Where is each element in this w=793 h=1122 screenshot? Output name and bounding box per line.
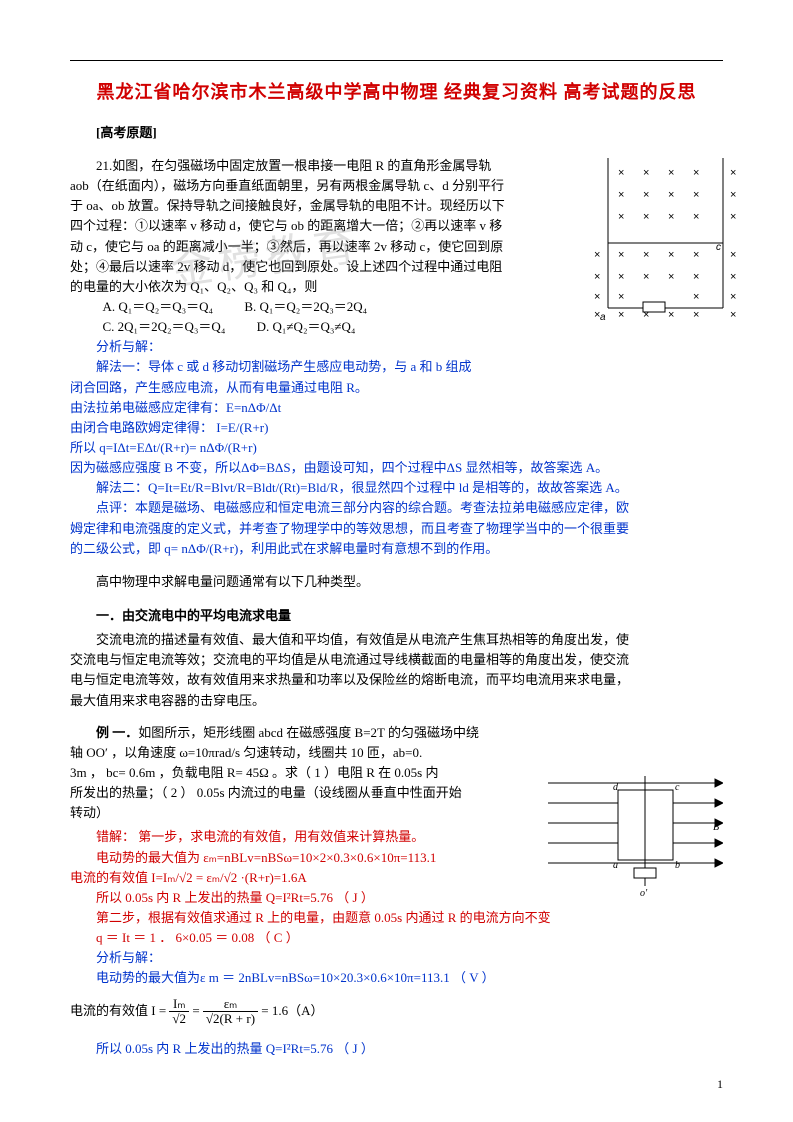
svg-text:×: × — [693, 309, 699, 321]
svg-text:×: × — [643, 189, 649, 201]
method2: 解法二：Q=It=Et/R=Blvt/R=Bldt/(Rt)=Bld/R，很显然… — [70, 478, 723, 498]
ex1-l1: 如图所示，矩形线圈 abcd 在磁感强度 B=2T 的匀强磁场中绕 — [138, 725, 479, 740]
svg-text:×: × — [618, 249, 624, 261]
method1-l2: 闭合回路，产生感应电流，从而有电量通过电阻 R。 — [70, 378, 723, 398]
svg-text:c: c — [716, 242, 721, 253]
svg-text:×: × — [668, 189, 674, 201]
p21-line3: 于 oa、ob 放置。保持导轨之间接触良好，金属导轨的电阻不计。现经历以下 — [70, 198, 505, 213]
svg-text:×: × — [643, 211, 649, 223]
svg-text:d: d — [716, 158, 722, 159]
svg-text:a: a — [600, 312, 606, 323]
svg-text:a: a — [613, 860, 618, 871]
svg-text:×: × — [643, 271, 649, 283]
svg-text:×: × — [643, 167, 649, 179]
p21-line6: 处；④最后以速率 2v 移动 d，使它也回到原处。设上述四个过程中通过电阻 — [70, 259, 502, 274]
p21-line7: 的电量的大小依次为 Q₁、Q₂、Q₃ 和 Q₄，则 — [70, 279, 317, 294]
svg-text:×: × — [730, 249, 736, 261]
eq-lhs: 电流的有效值 I = — [70, 1002, 169, 1017]
svg-text:×: × — [730, 167, 736, 179]
section-1-heading: 一．由交流电中的平均电流求电量 — [70, 606, 723, 626]
svg-text:×: × — [618, 189, 624, 201]
svg-text:×: × — [730, 189, 736, 201]
p21-line4: 四个过程：①以速率 v 移动 d，使它与 ob 的距离增大一倍；②再以速率 v … — [70, 218, 502, 233]
p21-line2: aob（在纸面内），磁场方向垂直纸面朝里，另有两根金属导轨 c、d 分别平行 — [70, 178, 504, 193]
corr-result: 所以 0.05s 内 R 上发出的热量 Q=I²Rt=5.76 （ J ） — [70, 1039, 723, 1059]
page-number: 1 — [717, 1075, 723, 1094]
eq-frac1-den: √2 — [169, 1012, 189, 1026]
svg-text:×: × — [668, 309, 674, 321]
method1-l1: 解法一：导体 c 或 d 移动切割磁场产生感应电动势，与 a 和 b 组成 — [70, 357, 723, 377]
svg-text:×: × — [693, 291, 699, 303]
analysis-label: 分析与解： — [70, 337, 723, 357]
eq-frac1-num: Iₘ — [169, 997, 189, 1012]
svg-text:×: × — [668, 167, 674, 179]
eq-frac2-den: √2(R + r) — [203, 1012, 258, 1026]
svg-text:×: × — [693, 189, 699, 201]
eq-mid: = — [192, 1002, 203, 1017]
wrong-l6: q ＝ It ＝ 1 ． 6×0.05 ＝ 0.08 （ C ） — [70, 928, 723, 948]
svg-text:×: × — [594, 309, 600, 321]
option-a: A. Q₁＝Q₂＝Q₃＝Q₄ — [103, 297, 214, 317]
svg-text:×: × — [618, 211, 624, 223]
doc-title: 黑龙江省哈尔滨市木兰高级中学高中物理 经典复习资料 高考试题的反思 — [70, 79, 723, 107]
svg-text:b: b — [675, 860, 680, 871]
top-rule — [70, 60, 723, 61]
svg-text:×: × — [618, 309, 624, 321]
comment-l2: 姆定律和电流强度的定义式，并考查了物理学中的等效思想，而且考查了物理学当中的一个… — [70, 519, 723, 539]
svg-text:×: × — [643, 309, 649, 321]
option-b: B. Q₁＝Q₂＝2Q₃＝2Q₄ — [244, 297, 367, 317]
analysis-block: 分析与解： 解法一：导体 c 或 d 移动切割磁场产生感应电动势，与 a 和 b… — [70, 337, 723, 559]
svg-text:×: × — [730, 291, 736, 303]
comment-l3: 的二级公式，即 q= nΔΦ/(R+r)，利用此式在求解电量时有意想不到的作用。 — [70, 539, 723, 559]
svg-text:×: × — [668, 271, 674, 283]
svg-text:×: × — [594, 271, 600, 283]
svg-text:×: × — [693, 271, 699, 283]
wrong-l5: 第二步，根据有效值求通过 R 上的电量，由题意 0.05s 内通过 R 的电流方… — [70, 908, 723, 928]
option-d: D. Q₁≠Q₂＝Q₃≠Q₄ — [257, 317, 356, 337]
comment-l1: 点评：本题是磁场、电磁感应和恒定电流三部分内容的综合题。考查法拉弟电磁感应定律，… — [70, 498, 723, 518]
exam-source-label: [高考原题] — [70, 123, 723, 143]
svg-text:×: × — [618, 271, 624, 283]
section-1-body: 交流电流的描述量有效值、最大值和平均值，有效值是从电流产生焦耳热相等的角度出发，… — [70, 630, 723, 711]
correct-solution: 分析与解： 电动势的最大值为ε m ＝ 2nBLv=nBSω=10×20.3×0… — [70, 948, 723, 988]
svg-text:o′: o′ — [640, 888, 648, 899]
current-rms-equation: 电流的有效值 I = Iₘ√2 = εₘ√2(R + r) = 1.6（A） — [70, 997, 723, 1027]
svg-text:×: × — [618, 291, 624, 303]
svg-text:×: × — [668, 211, 674, 223]
svg-text:×: × — [594, 249, 600, 261]
svg-text:×: × — [643, 249, 649, 261]
svg-text:b: b — [600, 158, 606, 159]
ex1-label: 例 一． — [96, 725, 138, 740]
analysis-concl1: 因为磁感应强度 B 不变，所以ΔΦ=BΔS，由题设可知，四个过程中ΔS 显然相等… — [70, 458, 723, 478]
p21-line1: 21.如图，在匀强磁场中固定放置一根串接一电阻 R 的直角形金属导轨 — [96, 158, 491, 173]
analysis-eq1: 由法拉弟电磁感应定律有：E=nΔΦ/Δt — [70, 398, 723, 418]
option-c: C. 2Q₁＝2Q₂＝Q₃＝Q₄ — [103, 317, 226, 337]
sec1-l3: 电与恒定电流等效，故有效值用来求热量和功率以及保险丝的熔断电流，而平均电流用来求… — [70, 670, 723, 690]
sec1-l2: 交流电与恒定电流等效；交流电的平均值是从电流通过导线横截面的电量相等的角度出发，… — [70, 650, 723, 670]
analysis-eq3: 所以 q=IΔt=EΔt/(R+r)= nΔΦ/(R+r) — [70, 438, 723, 458]
p21-line5: 动 c，使它与 oa 的距离减小一半；③然后，再以速率 2v 移动 c，使它回到… — [70, 239, 503, 254]
svg-text:×: × — [618, 167, 624, 179]
svg-text:×: × — [693, 167, 699, 179]
svg-text:×: × — [594, 291, 600, 303]
svg-text:c: c — [675, 782, 680, 793]
svg-text:×: × — [668, 249, 674, 261]
svg-text:×: × — [730, 211, 736, 223]
svg-text:×: × — [730, 271, 736, 283]
svg-text:×: × — [693, 249, 699, 261]
sec1-l4: 最大值用来求电容器的击穿电压。 — [70, 691, 723, 711]
corr-label: 分析与解： — [70, 948, 723, 968]
svg-text:×: × — [693, 211, 699, 223]
eq-rhs: = 1.6（A） — [261, 1002, 323, 1017]
figure-1-magnetic-field: b d a c ××××× ××××× ××××× ×××××× ×××××× … — [588, 158, 743, 323]
ex1-l2: 轴 OO′ ，以角速度 ω=10πrad/s 匀速转动，线圈共 10 匝，ab=… — [70, 743, 723, 763]
intro-types: 高中物理中求解电量问题通常有以下几种类型。 — [70, 572, 723, 592]
corr-l1: 电动势的最大值为ε m ＝ 2nBLv=nBSω=10×20.3×0.6×10π… — [70, 968, 723, 988]
eq-frac2-num: εₘ — [203, 997, 258, 1012]
svg-text:×: × — [730, 309, 736, 321]
sec1-l1: 交流电流的描述量有效值、最大值和平均值，有效值是从电流产生焦耳热相等的角度出发，… — [70, 630, 723, 650]
analysis-eq2: 由闭合电路欧姆定律得： I=E/(R+r) — [70, 418, 723, 438]
svg-text:B: B — [713, 822, 719, 833]
figure-2-rotating-coil: dc ab o′ B — [548, 768, 723, 903]
